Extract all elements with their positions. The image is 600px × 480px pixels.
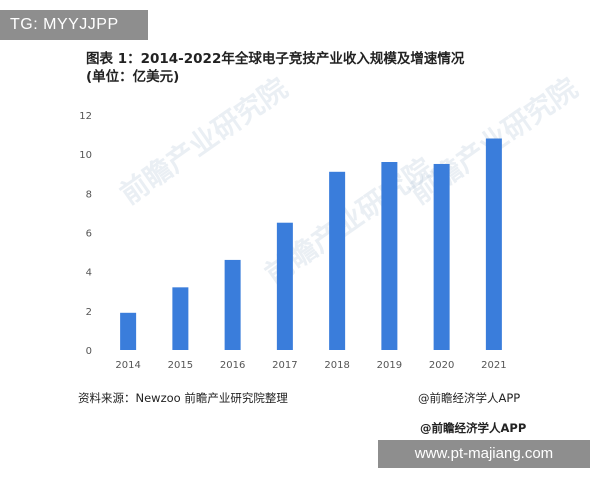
bar-2016 <box>224 259 241 350</box>
bar-2015 <box>172 287 189 350</box>
bar-2018 <box>329 171 346 350</box>
x-tick-label: 2018 <box>324 360 349 371</box>
x-tick-label: 2021 <box>481 360 506 371</box>
bar-2014 <box>120 312 137 350</box>
y-tick-label: 0 <box>86 346 92 357</box>
bar-2019 <box>381 162 398 350</box>
y-tick-label: 12 <box>79 111 92 122</box>
credit-right: @前瞻经济学人APP <box>418 391 521 405</box>
x-tick-label: 2020 <box>429 360 454 371</box>
x-tick-label: 2014 <box>115 360 140 371</box>
chart-card <box>70 44 540 440</box>
bar-2020 <box>433 163 450 350</box>
y-tick-label: 4 <box>86 268 92 279</box>
x-tick-label: 2019 <box>377 360 402 371</box>
chart-title: 图表 1：2014-2022年全球电子竞技产业收入规模及增速情况 (单位：亿美元… <box>86 50 516 86</box>
credit-bottom: @前瞻经济学人APP <box>420 421 527 435</box>
x-tick-label: 2016 <box>220 360 245 371</box>
y-tick-label: 2 <box>86 307 92 318</box>
bar-2021 <box>485 138 502 350</box>
chart-title-line2: (单位：亿美元) <box>86 69 180 85</box>
source-note: 资料来源：Newzoo 前瞻产业研究院整理 <box>78 391 288 405</box>
y-tick-label: 6 <box>86 229 92 240</box>
y-tick-label: 8 <box>86 189 92 200</box>
chart-title-line1: 图表 1：2014-2022年全球电子竞技产业收入规模及增速情况 <box>86 51 465 67</box>
bar-2017 <box>276 222 293 350</box>
y-tick-label: 10 <box>79 150 92 161</box>
x-tick-label: 2015 <box>168 360 193 371</box>
x-tick-label: 2017 <box>272 360 297 371</box>
footer-url-banner[interactable]: www.pt-majiang.com <box>378 440 590 468</box>
tag-badge: TG: MYYJJPP <box>0 10 148 40</box>
